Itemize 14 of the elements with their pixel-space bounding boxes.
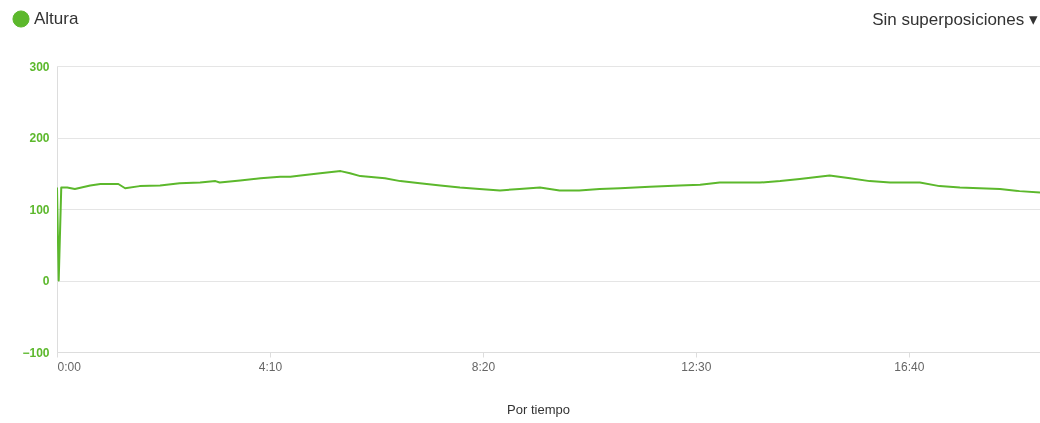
y-tick-label: 300 [29,59,50,74]
y-tick-label: −100 [22,345,50,360]
text: Por tiempo [507,402,570,417]
x-tick-label: 12:30 [681,359,712,374]
line-series [57,170,1040,282]
x-tick-label: 16:40 [894,359,925,374]
x-tick-label: 8:20 [471,359,496,374]
legend-label: Altura [34,9,79,28]
x-tick-label: 0:00 [57,359,82,374]
y-tick-label: 0 [42,274,50,288]
text: Sin superposiciones ▾ [872,10,1038,29]
y-tick-label: 200 [29,131,50,145]
x-tick-label: 4:10 [258,359,283,374]
y-tick-label: 100 [29,202,50,217]
